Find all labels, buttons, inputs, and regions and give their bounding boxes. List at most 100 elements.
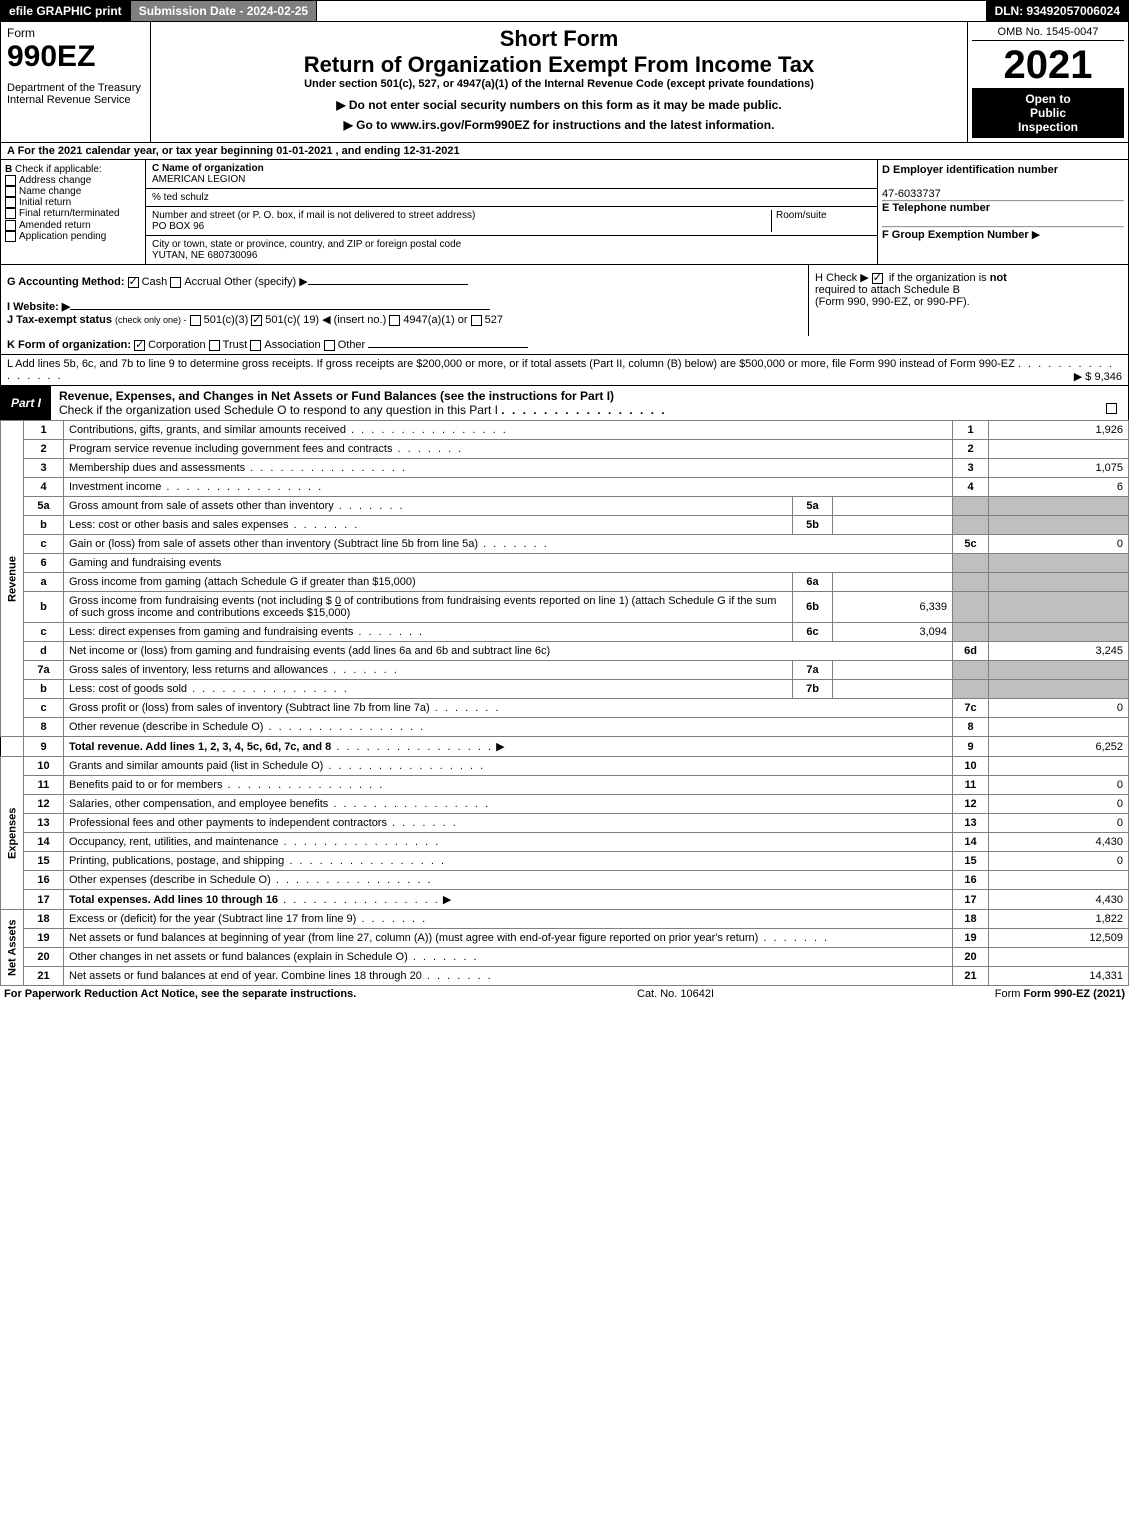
chk-initial-return[interactable]: [5, 197, 16, 208]
chk-pending[interactable]: [5, 231, 16, 242]
lines-table: Revenue 1 Contributions, gifts, grants, …: [0, 420, 1129, 986]
chk-501c3[interactable]: [190, 315, 201, 326]
ln16-dots: [271, 874, 433, 886]
ln6-shade1: [953, 554, 989, 573]
ln20-n: 20: [953, 948, 989, 967]
ln9-desc: Total revenue. Add lines 1, 2, 3, 4, 5c,…: [69, 741, 331, 753]
submission-date: Submission Date - 2024-02-25: [131, 1, 317, 21]
ln10-amt: [989, 757, 1129, 776]
ln14-num: 14: [24, 833, 64, 852]
lbl-other: Other (specify) ▶: [224, 276, 308, 288]
chk-assoc[interactable]: [250, 340, 261, 351]
org-name-label: C Name of organization: [152, 163, 264, 174]
ln2-n: 2: [953, 440, 989, 459]
ln20-amt: [989, 948, 1129, 967]
goto-link[interactable]: ▶ Go to www.irs.gov/Form990EZ for instru…: [344, 118, 775, 132]
part1-header: Part I Revenue, Expenses, and Changes in…: [0, 386, 1129, 420]
ln7a-shade2: [989, 661, 1129, 680]
ln10-desc: Grants and similar amounts paid (list in…: [69, 760, 323, 772]
org-name: AMERICAN LEGION: [152, 174, 245, 185]
header-bar: efile GRAPHIC print Submission Date - 20…: [0, 0, 1129, 22]
short-form-title: Short Form: [155, 26, 963, 52]
ln6c-shade2: [989, 623, 1129, 642]
ln6d-n: 6d: [953, 642, 989, 661]
k-row: K Form of organization: Corporation Trus…: [0, 336, 1129, 355]
ln16-num: 16: [24, 871, 64, 890]
dept-treasury: Department of the Treasury: [7, 82, 144, 94]
ln5a-sn: 5a: [793, 497, 833, 516]
lbl-other-org: Other: [338, 339, 366, 351]
ln18-num: 18: [24, 910, 64, 929]
title-right: OMB No. 1545-0047 2021 Open to Public In…: [968, 22, 1128, 142]
ln6c-sa: 3,094: [833, 623, 953, 642]
h-t4: (Form 990, 990-EZ, or 990-PF).: [815, 296, 970, 308]
g-label: G Accounting Method:: [7, 276, 125, 288]
ln6b-val: 0: [335, 595, 341, 607]
line-17: 17 Total expenses. Add lines 10 through …: [1, 890, 1129, 910]
arrow-icon: ▶: [1032, 229, 1040, 241]
ln1-amt: 1,926: [989, 421, 1129, 440]
ln13-n: 13: [953, 814, 989, 833]
ln6c-sn: 6c: [793, 623, 833, 642]
chk-amended[interactable]: [5, 220, 16, 231]
line-14: 14 Occupancy, rent, utilities, and maint…: [1, 833, 1129, 852]
part1-title-text: Revenue, Expenses, and Changes in Net As…: [59, 389, 614, 403]
ln1-n: 1: [953, 421, 989, 440]
ln12-n: 12: [953, 795, 989, 814]
ln19-amt: 12,509: [989, 929, 1129, 948]
chk-trust[interactable]: [209, 340, 220, 351]
chk-corp[interactable]: [134, 340, 145, 351]
ln5a-desc: Gross amount from sale of assets other t…: [69, 500, 334, 512]
omb-number: OMB No. 1545-0047: [972, 26, 1124, 41]
ln19-dots: [758, 932, 829, 944]
other-specify-input[interactable]: [308, 284, 468, 285]
ln6a-shade1: [953, 573, 989, 592]
ln13-desc: Professional fees and other payments to …: [69, 817, 387, 829]
chk-schedule-b[interactable]: [872, 273, 883, 284]
ln11-n: 11: [953, 776, 989, 795]
ln11-num: 11: [24, 776, 64, 795]
other-org-input[interactable]: [368, 347, 528, 348]
ln20-num: 20: [24, 948, 64, 967]
irs-label: Internal Revenue Service: [7, 94, 144, 106]
ln5c-dots: [478, 538, 549, 550]
chk-accrual[interactable]: [170, 277, 181, 288]
chk-cash[interactable]: [128, 277, 139, 288]
chk-4947[interactable]: [389, 315, 400, 326]
part1-check-line: Check if the organization used Schedule …: [59, 403, 498, 417]
chk-address-change[interactable]: [5, 175, 16, 186]
form-id-box: Form 990EZ Department of the Treasury In…: [1, 22, 151, 142]
ln2-num: 2: [24, 440, 64, 459]
website-input[interactable]: [70, 309, 490, 310]
chk-other-org[interactable]: [324, 340, 335, 351]
ln6a-shade2: [989, 573, 1129, 592]
title-center: Short Form Return of Organization Exempt…: [151, 22, 968, 142]
ln6b-d1: Gross income from fundraising events (no…: [69, 595, 332, 607]
lbl-accrual: Accrual: [184, 276, 221, 288]
chk-name-change[interactable]: [5, 186, 16, 197]
chk-final-return[interactable]: [5, 208, 16, 219]
chk-schedule-o-part1[interactable]: [1106, 403, 1117, 414]
lbl-address-change: Address change: [19, 175, 91, 186]
efile-print[interactable]: efile GRAPHIC print: [1, 1, 131, 21]
footer-mid: Cat. No. 10642I: [637, 988, 714, 1000]
ln8-dots: [263, 721, 425, 733]
ln7c-n: 7c: [953, 699, 989, 718]
line-16: 16 Other expenses (describe in Schedule …: [1, 871, 1129, 890]
chk-527[interactable]: [471, 315, 482, 326]
ln5b-dots: [289, 519, 360, 531]
ln19-num: 19: [24, 929, 64, 948]
ln7c-desc: Gross profit or (loss) from sales of inv…: [69, 702, 430, 714]
dln: DLN: 93492057006024: [987, 1, 1128, 21]
pct-name: % ted schulz: [152, 192, 209, 203]
ln5a-sa: [833, 497, 953, 516]
line-2: 2 Program service revenue including gove…: [1, 440, 1129, 459]
ln5b-sa: [833, 516, 953, 535]
chk-501c[interactable]: [251, 315, 262, 326]
room-suite: Room/suite: [771, 210, 871, 232]
ln5a-shade2: [989, 497, 1129, 516]
ln16-desc: Other expenses (describe in Schedule O): [69, 874, 271, 886]
ln9-amt: 6,252: [989, 737, 1129, 757]
ln7b-desc: Less: cost of goods sold: [69, 683, 187, 695]
ln6b-num: b: [24, 592, 64, 623]
